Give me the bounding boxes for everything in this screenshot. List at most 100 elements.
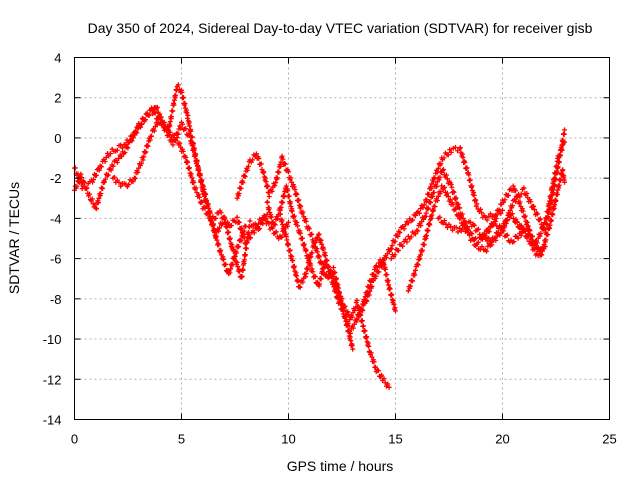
data-point (517, 199, 523, 205)
y-tick-label: 0 (54, 131, 61, 146)
data-point (402, 236, 408, 242)
data-point (510, 183, 516, 189)
data-point (119, 153, 125, 159)
data-point (234, 195, 240, 201)
data-point (337, 300, 343, 306)
y-tick-label: -10 (43, 332, 62, 347)
data-point (167, 123, 173, 129)
data-point (531, 203, 537, 209)
data-point (256, 156, 262, 162)
data-point (173, 92, 179, 98)
data-point (509, 203, 515, 209)
data-point (552, 202, 558, 208)
data-point (474, 241, 480, 247)
data-point (431, 189, 437, 195)
data-point (544, 215, 550, 221)
data-point (458, 215, 464, 221)
data-point (189, 143, 195, 149)
data-point (447, 147, 453, 153)
data-point (91, 177, 97, 183)
data-point (387, 286, 393, 292)
data-point (175, 131, 181, 137)
data-point (270, 225, 276, 231)
data-point (360, 323, 366, 329)
data-point (333, 275, 339, 281)
data-point (144, 142, 150, 148)
data-point (74, 183, 80, 189)
data-point (326, 263, 332, 269)
data-point (197, 171, 203, 177)
data-point (201, 187, 207, 193)
data-point (525, 223, 531, 229)
data-point (124, 144, 130, 150)
data-point (72, 165, 78, 171)
data-point (196, 166, 202, 172)
data-point (100, 185, 106, 191)
data-point (273, 229, 279, 235)
data-point (482, 214, 488, 220)
data-point (346, 328, 352, 334)
data-point (191, 147, 197, 153)
series-s1 (72, 82, 249, 277)
data-point (310, 269, 316, 275)
data-point (321, 246, 327, 252)
data-point (560, 167, 566, 173)
data-point (470, 236, 476, 242)
data-point (303, 247, 309, 253)
data-point (187, 133, 193, 139)
data-point (261, 213, 267, 219)
data-point (199, 177, 205, 183)
data-point (366, 292, 372, 298)
data-point (562, 127, 568, 133)
data-point (478, 236, 484, 241)
data-point (366, 343, 372, 349)
data-point (291, 213, 297, 219)
data-point (111, 174, 117, 180)
data-point (429, 212, 435, 218)
data-point (258, 161, 264, 167)
data-point (427, 200, 433, 206)
data-point (287, 199, 293, 205)
data-point (541, 226, 547, 232)
data-point (286, 219, 291, 225)
data-point (532, 207, 538, 213)
data-point (519, 206, 525, 212)
data-point (557, 152, 563, 158)
data-point (211, 221, 217, 227)
data-point (226, 229, 232, 235)
data-point (105, 172, 111, 178)
data-point (101, 179, 107, 185)
data-point (292, 187, 298, 193)
data-point (375, 368, 381, 374)
data-point (238, 238, 244, 244)
data-point (205, 210, 211, 216)
data-point (541, 242, 547, 248)
data-point (457, 205, 463, 211)
data-point (450, 202, 456, 208)
data-point (78, 171, 84, 177)
data-point (349, 314, 355, 320)
data-point (186, 165, 192, 171)
data-point (83, 186, 89, 192)
data-point (512, 188, 518, 194)
data-point (364, 334, 370, 340)
data-point (118, 183, 124, 189)
data-point (504, 232, 510, 238)
data-point (371, 359, 377, 365)
data-point (278, 159, 284, 165)
data-point (296, 197, 302, 203)
data-point (484, 217, 490, 223)
data-point (515, 193, 521, 199)
data-point (479, 210, 485, 216)
data-point (455, 201, 461, 207)
data-point (372, 276, 378, 282)
data-point (467, 177, 473, 183)
data-point (405, 220, 411, 226)
data-point (379, 264, 385, 270)
data-point (303, 218, 309, 224)
data-point (466, 172, 472, 178)
data-point (150, 108, 156, 114)
data-point (419, 247, 425, 253)
data-point (488, 211, 494, 217)
data-point (277, 211, 283, 217)
